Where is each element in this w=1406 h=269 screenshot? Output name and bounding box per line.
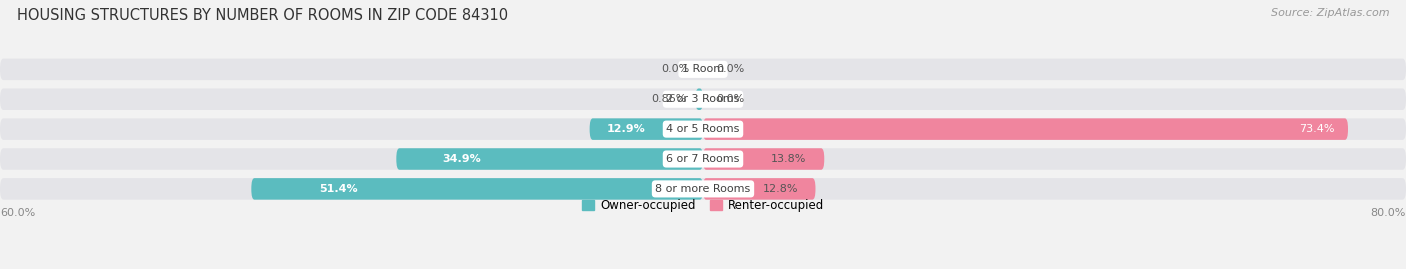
Legend: Owner-occupied, Renter-occupied: Owner-occupied, Renter-occupied: [582, 199, 824, 212]
Text: 8 or more Rooms: 8 or more Rooms: [655, 184, 751, 194]
Text: 2 or 3 Rooms: 2 or 3 Rooms: [666, 94, 740, 104]
Text: Source: ZipAtlas.com: Source: ZipAtlas.com: [1271, 8, 1389, 18]
FancyBboxPatch shape: [0, 59, 1406, 80]
Text: 73.4%: 73.4%: [1299, 124, 1334, 134]
FancyBboxPatch shape: [252, 178, 703, 200]
Text: 80.0%: 80.0%: [1371, 208, 1406, 218]
Text: 4 or 5 Rooms: 4 or 5 Rooms: [666, 124, 740, 134]
Text: 0.0%: 0.0%: [716, 94, 744, 104]
FancyBboxPatch shape: [703, 148, 824, 170]
Text: 34.9%: 34.9%: [443, 154, 481, 164]
Text: HOUSING STRUCTURES BY NUMBER OF ROOMS IN ZIP CODE 84310: HOUSING STRUCTURES BY NUMBER OF ROOMS IN…: [17, 8, 508, 23]
Text: 1 Room: 1 Room: [682, 64, 724, 74]
FancyBboxPatch shape: [589, 118, 703, 140]
FancyBboxPatch shape: [703, 118, 1348, 140]
Text: 12.9%: 12.9%: [606, 124, 645, 134]
FancyBboxPatch shape: [0, 118, 1406, 140]
Text: 6 or 7 Rooms: 6 or 7 Rooms: [666, 154, 740, 164]
FancyBboxPatch shape: [396, 148, 703, 170]
Text: 0.0%: 0.0%: [716, 64, 744, 74]
Text: 0.0%: 0.0%: [662, 64, 690, 74]
FancyBboxPatch shape: [0, 89, 1406, 110]
FancyBboxPatch shape: [0, 178, 1406, 200]
Text: 51.4%: 51.4%: [319, 184, 357, 194]
FancyBboxPatch shape: [703, 178, 815, 200]
FancyBboxPatch shape: [0, 148, 1406, 170]
Text: 0.86%: 0.86%: [651, 94, 686, 104]
Text: 13.8%: 13.8%: [770, 154, 806, 164]
Text: 12.8%: 12.8%: [763, 184, 799, 194]
Text: 60.0%: 60.0%: [0, 208, 35, 218]
FancyBboxPatch shape: [696, 89, 703, 110]
